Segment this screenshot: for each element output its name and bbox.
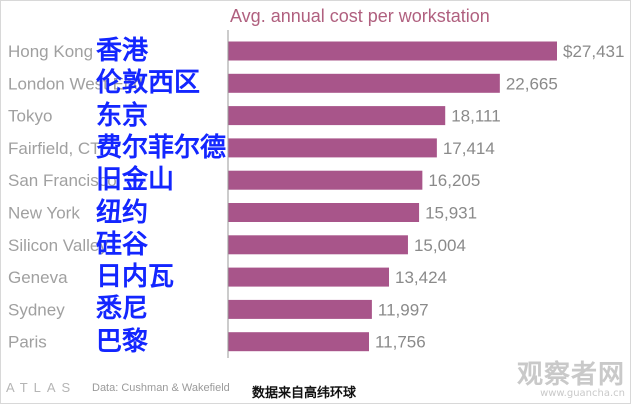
overlay-label: 纽约 xyxy=(96,197,149,228)
overlay-label: 硅谷 xyxy=(96,229,149,260)
watermark-site: www.guancha.cn xyxy=(540,388,625,399)
bar xyxy=(228,299,372,319)
category-label: Geneva xyxy=(8,268,68,287)
data-source: Data: Cushman & Wakefield xyxy=(92,382,230,394)
value-label: 15,004 xyxy=(414,236,466,255)
value-label: $27,431 xyxy=(563,42,624,61)
overlay-label: 香港 xyxy=(96,36,149,66)
bar xyxy=(228,235,408,255)
bar xyxy=(228,106,446,126)
overlay-label: 东京 xyxy=(96,100,149,131)
category-label: Fairfield, CT xyxy=(8,139,101,158)
overlay-label: 伦敦西区 xyxy=(96,68,201,99)
bar xyxy=(228,203,420,222)
overlay-label: 旧金山 xyxy=(96,165,175,196)
overlay-source: 数据来自高纬环球 xyxy=(252,386,357,401)
value-label: 11,997 xyxy=(378,300,429,319)
category-label: London West End xyxy=(8,74,143,93)
category-label: Hong Kong xyxy=(8,42,93,61)
bar xyxy=(228,73,500,93)
value-label: 18,111 xyxy=(451,107,500,126)
value-label: 22,665 xyxy=(506,74,558,93)
watermark: 观察者网 www.guancha.cn xyxy=(517,362,625,400)
bar xyxy=(228,332,369,352)
watermark-main: 观察者网 xyxy=(516,360,625,390)
category-label: Paris xyxy=(8,333,47,352)
overlay-label: 悉尼 xyxy=(96,294,149,325)
bar xyxy=(228,267,390,287)
bar xyxy=(228,138,437,158)
category-label: San Francisco xyxy=(8,171,117,190)
overlay-label: 费尔菲尔德 xyxy=(96,132,227,163)
value-label: 15,931 xyxy=(425,204,477,223)
category-label: Tokyo xyxy=(8,107,52,126)
bar xyxy=(228,41,557,61)
overlay-label: 日内瓦 xyxy=(96,262,175,293)
value-label: 11,756 xyxy=(375,333,426,352)
category-label: Sydney xyxy=(8,300,65,319)
atlas-logo: ATLAS xyxy=(6,380,77,395)
chart-title: Avg. annual cost per workstation xyxy=(230,6,490,26)
category-label: Silicon Valley xyxy=(8,236,108,255)
value-label: 13,424 xyxy=(395,268,447,287)
value-label: 16,205 xyxy=(428,171,480,190)
value-label: 17,414 xyxy=(443,139,495,158)
category-label: New York xyxy=(8,204,80,223)
overlay-label: 巴黎 xyxy=(96,326,149,357)
bar xyxy=(228,170,423,190)
